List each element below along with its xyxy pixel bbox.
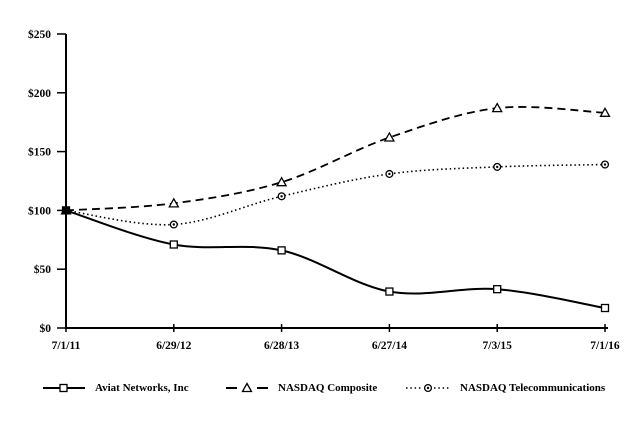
y-tick-label: $150 bbox=[28, 146, 51, 159]
y-tick-label: $100 bbox=[28, 204, 51, 217]
x-tick-label: 7/3/15 bbox=[483, 340, 513, 352]
solid-line-square-marker-icon bbox=[43, 383, 85, 393]
y-tick-label: $200 bbox=[28, 87, 51, 100]
y-tick-label: $50 bbox=[34, 263, 52, 276]
square-marker bbox=[385, 287, 394, 296]
circle-marker-dot bbox=[603, 163, 607, 166]
triangle-marker bbox=[275, 176, 288, 187]
legend-item-nasdaq-composite: NASDAQ Composite bbox=[226, 381, 377, 395]
dotted-line-circle-marker-icon bbox=[406, 383, 450, 393]
legend-label-aviat-networks: Aviat Networks, Inc bbox=[95, 382, 189, 394]
y-tick-label: $250 bbox=[28, 28, 51, 41]
legend-label-nasdaq-telecommunications: NASDAQ Telecommunications bbox=[460, 382, 606, 394]
square-marker bbox=[600, 303, 610, 313]
circle-marker-dot bbox=[388, 172, 391, 176]
x-tick-label: 6/29/12 bbox=[156, 340, 191, 352]
series-line-solid bbox=[65, 209, 606, 309]
x-tick-label: 6/27/14 bbox=[372, 340, 407, 352]
dashed-line-triangle-marker-icon bbox=[226, 382, 268, 393]
triangle-marker bbox=[491, 102, 503, 113]
x-tick-label: 6/28/13 bbox=[264, 340, 299, 352]
series-line-dotted bbox=[65, 163, 606, 226]
overlapping-start-marker bbox=[62, 206, 70, 214]
circle-marker-dot bbox=[280, 195, 283, 198]
performance-chart: $0 $50 $100 $150 $200 $250 7/1/11 6/29/12 6/28/1… bbox=[28, 28, 620, 352]
triangle-marker bbox=[383, 131, 396, 142]
legend-item-aviat-networks: Aviat Networks, Inc bbox=[43, 381, 189, 395]
circle-marker-dot bbox=[172, 223, 175, 226]
square-marker bbox=[277, 246, 286, 255]
y-tick-label: $0 bbox=[40, 322, 52, 335]
x-tick-label: 7/1/16 bbox=[590, 340, 620, 352]
square-marker bbox=[169, 240, 178, 249]
square-marker bbox=[493, 285, 502, 294]
legend-label-nasdaq-composite: NASDAQ Composite bbox=[278, 382, 378, 394]
legend-item-nasdaq-telecommunications: NASDAQ Telecommunications bbox=[406, 381, 605, 395]
series-line-dashed bbox=[65, 106, 606, 212]
triangle-marker bbox=[168, 197, 180, 208]
circle-marker-dot bbox=[496, 165, 499, 169]
x-tick-label: 7/1/11 bbox=[52, 340, 81, 352]
triangle-marker bbox=[599, 106, 611, 117]
